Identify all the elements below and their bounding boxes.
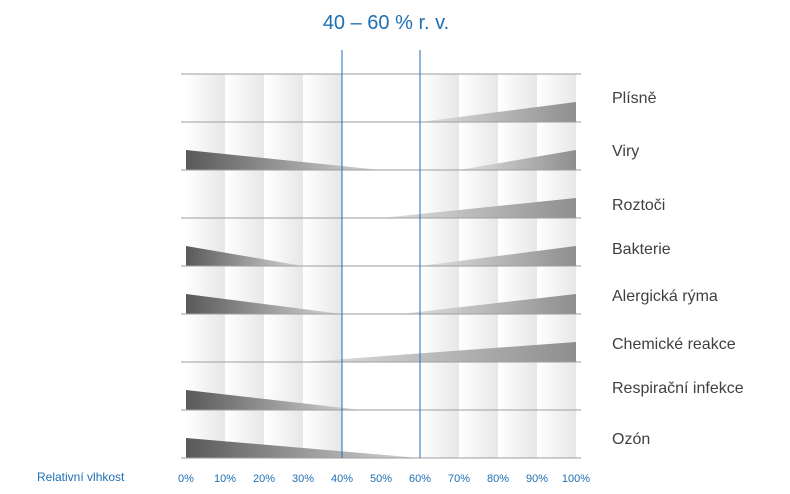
row-2 <box>186 150 576 170</box>
risk-wedge <box>186 246 303 266</box>
category-label: Roztoči <box>612 197 665 214</box>
x-tick-label: 60% <box>409 473 431 485</box>
x-tick-label: 40% <box>331 473 353 485</box>
risk-wedge <box>420 246 576 266</box>
risk-wedge <box>400 294 576 314</box>
x-axis-label: Relativní vlhkost <box>37 470 125 484</box>
category-label: Bakterie <box>612 241 671 258</box>
risk-wedge <box>186 150 381 170</box>
row-5 <box>186 294 576 314</box>
x-tick-label: 90% <box>526 473 548 485</box>
row-7 <box>186 390 362 410</box>
category-label: Chemické reakce <box>612 336 736 353</box>
row-lines <box>181 73 581 459</box>
category-labels: Plísně Viry Roztoči Bakterie Alergická rýma C… <box>612 90 744 448</box>
x-tick-label: 50% <box>370 473 392 485</box>
category-label: Viry <box>612 143 639 160</box>
x-tick-label: 100% <box>562 473 590 485</box>
category-label: Plísně <box>612 90 657 107</box>
x-tick-label: 70% <box>448 473 470 485</box>
x-tick-label: 0% <box>178 473 194 485</box>
category-label: Ozón <box>612 431 650 448</box>
x-tick-label: 30% <box>292 473 314 485</box>
row-1 <box>420 102 576 122</box>
risk-wedge <box>186 438 420 458</box>
row-6 <box>303 342 576 362</box>
x-tick-label: 10% <box>214 473 236 485</box>
row-8 <box>186 438 420 458</box>
x-tick-label: 20% <box>253 473 275 485</box>
risk-wedge <box>303 342 576 362</box>
risk-wedge <box>381 198 576 218</box>
category-label: Respirační infekce <box>612 380 744 397</box>
x-tick-label: 80% <box>487 473 509 485</box>
x-tick-labels: 0% 10% 20% 30% 40% 50% 60% 70% 80% 90% 100% <box>178 473 590 485</box>
category-rows <box>186 102 576 458</box>
category-label: Alergická rýma <box>612 288 718 305</box>
chart-title: 40 – 60 % r. v. <box>322 12 450 34</box>
risk-wedge <box>420 102 576 122</box>
risk-wedge <box>186 294 342 314</box>
row-4 <box>186 246 576 266</box>
reference-lines <box>341 50 421 458</box>
row-3 <box>381 198 576 218</box>
risk-wedge <box>459 150 576 170</box>
risk-wedge <box>186 390 362 410</box>
